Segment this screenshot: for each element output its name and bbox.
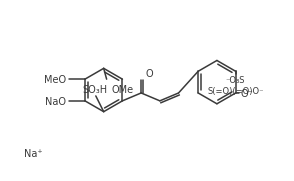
Text: O: O (145, 69, 153, 79)
Text: MeO: MeO (44, 75, 66, 85)
Text: ⁻O₃S
S(=O)(=O)O⁻: ⁻O₃S S(=O)(=O)O⁻ (208, 76, 264, 96)
Text: OMe: OMe (111, 85, 134, 95)
Text: SO₃H: SO₃H (82, 85, 107, 95)
Text: O⁻: O⁻ (240, 89, 253, 99)
Text: NaO: NaO (45, 97, 66, 107)
Text: Na⁺: Na⁺ (24, 149, 43, 159)
